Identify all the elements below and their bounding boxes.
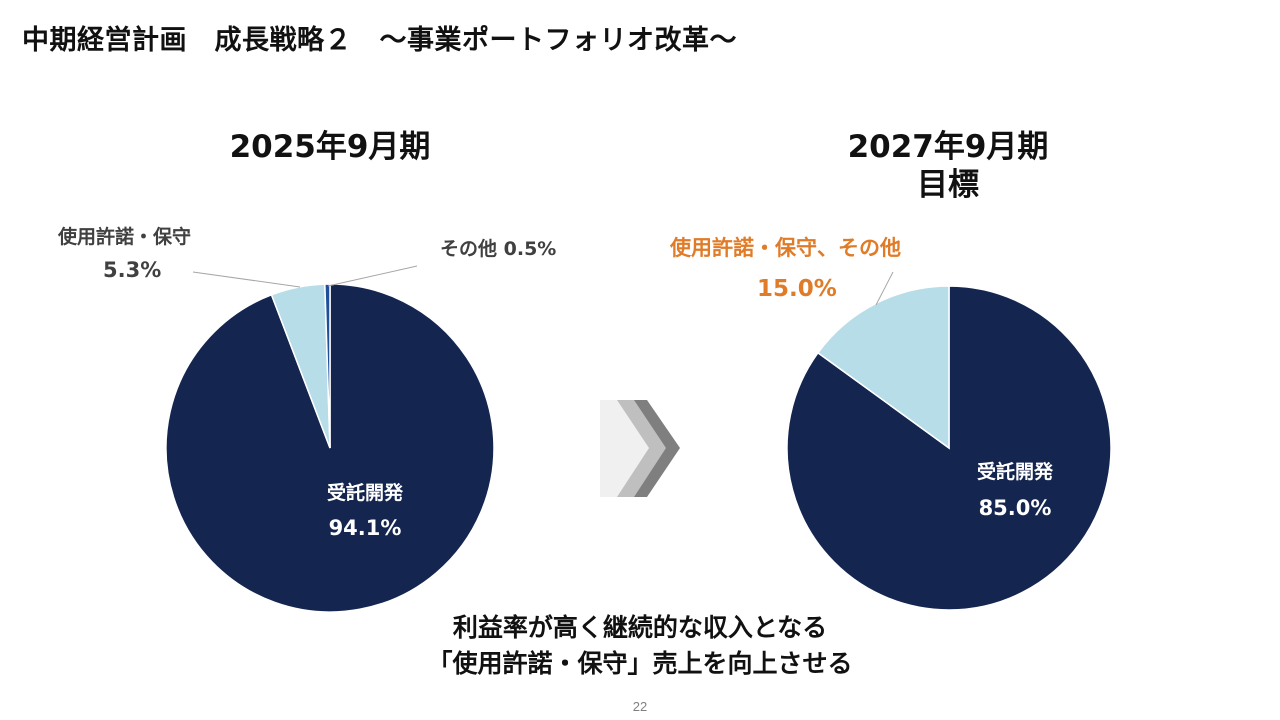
value-contract-2025: 94.1%	[328, 516, 402, 540]
page-number: 22	[632, 699, 648, 714]
chart-title-2027-target: 目標	[917, 167, 979, 203]
chart-title-2027: 2027年9月期 目標	[788, 128, 1108, 204]
label-license-other-2027: 使用許諾・保守、その他	[670, 236, 901, 260]
value-other-2025: 0.5%	[503, 238, 557, 260]
arrow-chevron-1	[600, 400, 650, 497]
chart-title-2025: 2025年9月期	[229, 129, 431, 165]
leader-line-license-other-2027	[875, 271, 894, 306]
leader-line-license-2025	[192, 271, 301, 288]
arrow-chevron-3	[634, 400, 680, 497]
slice-license-other-2027	[816, 285, 950, 450]
summary-caption: 利益率が高く継続的な収入となる 「使用許諾・保守」売上を向上させる	[300, 610, 980, 682]
caption-line-2: 「使用許諾・保守」売上を向上させる	[427, 649, 853, 678]
chart-title-2027-year: 2027年9月期	[847, 129, 1049, 165]
label-contract-2027: 受託開発	[976, 461, 1053, 483]
arrow-chevron-2	[617, 400, 667, 497]
leader-line-other-2025	[327, 265, 418, 287]
value-license-2025: 5.3%	[103, 258, 162, 282]
label-other-2025: その他 0.5%	[440, 234, 556, 261]
label-other-2025-name: その他	[440, 238, 498, 260]
caption-line-1: 利益率が高く継続的な収入となる	[452, 613, 828, 642]
label-contract-2025: 受託開発	[326, 482, 403, 504]
value-license-other-2027: 15.0%	[757, 276, 837, 302]
label-license-2025: 使用許諾・保守	[58, 226, 192, 248]
slice-other-2025	[324, 283, 331, 449]
slide-title: 中期経営計画 成長戦略２ ～事業ポートフォリオ改革～	[22, 25, 737, 56]
value-contract-2027: 85.0%	[978, 496, 1052, 520]
